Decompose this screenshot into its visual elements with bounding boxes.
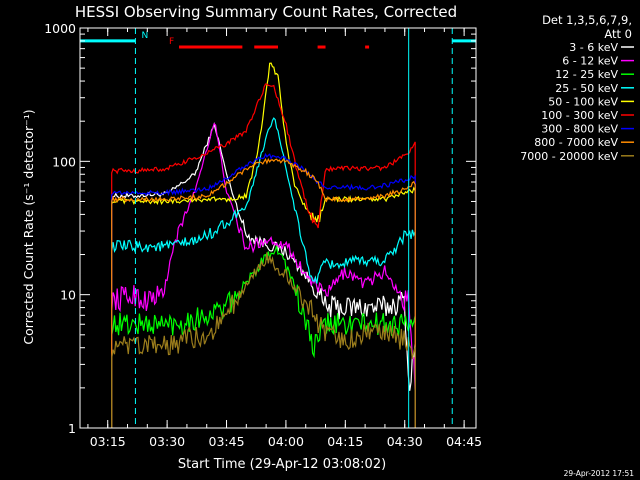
series-line-800-to-7000keV [111,157,416,428]
overlay-layer: NF [80,28,476,428]
y-tick-label: 1000 [44,21,76,36]
legend-label: 50 - 100 keV [548,95,618,108]
series-line-100-to-300keV [111,83,416,428]
legend-label: 7000 - 20000 keV [520,150,618,163]
flag-f-label: F [169,37,174,47]
x-axis-label: Start Time (29-Apr-12 03:08:02) [178,457,386,472]
legend-header-detectors: Det 1,3,5,6,7,9, [542,13,632,27]
y-tick-label: 10 [60,288,76,303]
chart-title: HESSI Observing Summary Count Rates, Cor… [75,3,457,21]
x-tick-label: 03:30 [149,434,185,449]
legend-label: 3 - 6 keV [569,41,618,54]
legend-label: 100 - 300 keV [541,109,618,122]
series-line-50-to-100keV [111,62,416,428]
legend-label: 12 - 25 keV [555,68,618,81]
plot-frame [79,27,477,429]
series-line-6-to-12keV [111,122,416,428]
x-tick-label: 04:00 [268,434,304,449]
x-tick-label: 04:45 [446,434,482,449]
series-layer [111,62,416,428]
legend-header-attenuator: Att 0 [604,27,632,41]
y-axis-label: Corrected Count Rate (s⁻¹ detector⁻¹) [21,109,36,344]
legend-label: 6 - 12 keV [562,55,618,68]
axes-layer: 03:15 03:30 03:45 04:00 04:15 04:30 04:45 1 10 10… [44,21,482,449]
footer-date: 29-Apr-2012 17:51 [564,469,635,478]
legend-label: 25 - 50 keV [555,82,618,95]
y-tick-label: 1 [68,421,76,436]
legend-label: 300 - 800 keV [541,123,618,136]
flag-n-label: N [141,31,148,41]
series-line-25-to-50keV [111,117,416,428]
series-line-7000-to-20000keV [111,252,416,428]
x-tick-label: 03:45 [209,434,245,449]
x-tick-label: 03:15 [90,434,126,449]
y-tick-label: 100 [52,154,76,169]
x-tick-label: 04:15 [327,434,363,449]
series-line-300-to-800keV [111,152,416,428]
legend-label: 800 - 7000 keV [534,136,618,149]
x-tick-label: 04:30 [387,434,423,449]
